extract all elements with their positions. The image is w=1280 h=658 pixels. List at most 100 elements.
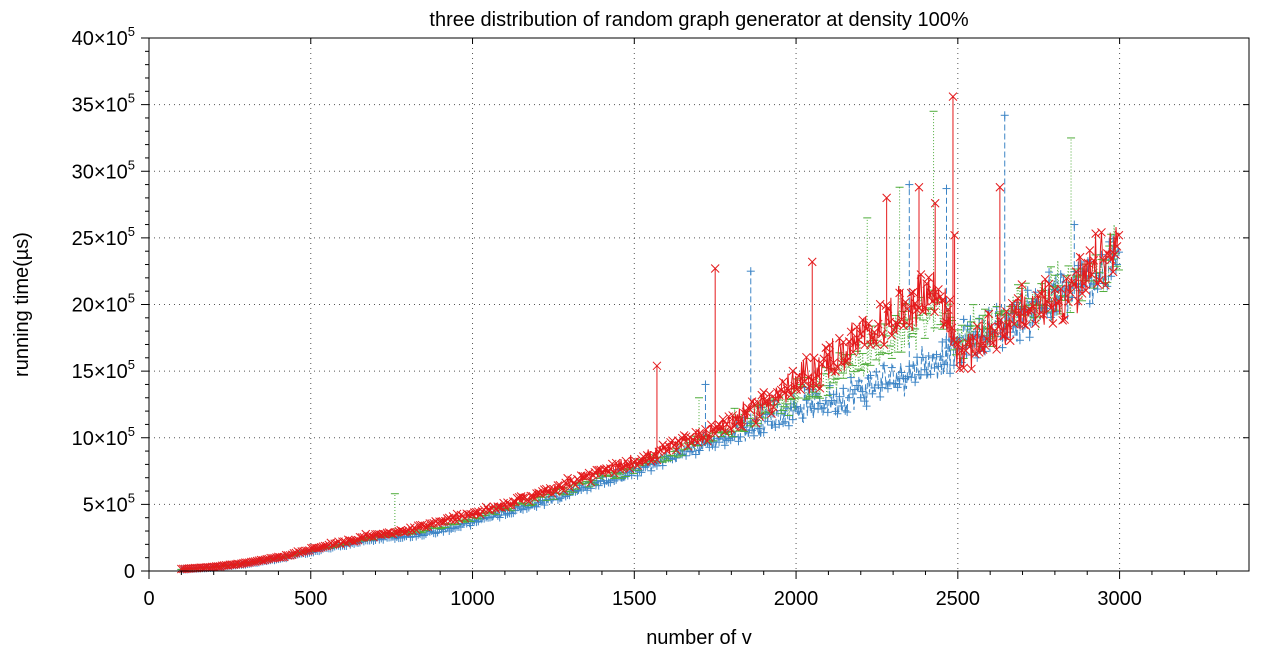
x-marker: [817, 359, 827, 369]
x-marker: [995, 182, 1005, 192]
x-marker: [807, 257, 817, 267]
x-marker: [734, 417, 743, 426]
x-marker: [691, 427, 701, 437]
x-marker: [974, 348, 984, 357]
x-marker: [563, 473, 573, 483]
x-marker: [862, 324, 871, 333]
x-marker: [996, 315, 1005, 325]
series-line: [181, 238, 1120, 571]
x-marker: [1066, 288, 1075, 298]
x-marker: [283, 551, 293, 560]
x-marker: [965, 342, 974, 352]
x-marker: [998, 331, 1007, 341]
x-marker: [710, 429, 720, 439]
x-marker: [1079, 279, 1089, 289]
x-marker: [1110, 249, 1120, 259]
x-marker: [493, 502, 503, 511]
x-marker: [765, 389, 774, 399]
x-marker: [935, 292, 945, 301]
x-marker: [545, 483, 555, 493]
x-marker: [592, 465, 602, 475]
x-marker: [1071, 267, 1081, 276]
x-marker: [623, 459, 633, 469]
x-marker: [706, 420, 716, 430]
x-marker: [986, 322, 996, 332]
x-marker: [941, 317, 951, 326]
x-marker: [904, 320, 914, 330]
x-marker: [889, 325, 899, 335]
x-marker: [1081, 286, 1091, 295]
x-marker: [1044, 279, 1054, 289]
x-marker: [318, 542, 328, 551]
x-marker: [1001, 307, 1011, 316]
x-marker: [879, 340, 889, 350]
x-marker: [720, 427, 730, 437]
x-marker: [231, 560, 241, 569]
x-marker: [939, 319, 949, 329]
x-marker: [745, 405, 755, 415]
x-marker: [301, 546, 310, 556]
x-marker: [825, 340, 835, 350]
x-marker: [848, 347, 858, 357]
x-marker: [1007, 298, 1017, 308]
x-marker: [411, 525, 421, 535]
y-tick-label: 5×105: [83, 490, 135, 516]
x-marker: [1003, 320, 1013, 330]
x-marker: [1027, 306, 1036, 316]
x-marker: [586, 477, 596, 487]
x-marker: [266, 553, 276, 563]
x-marker: [852, 322, 862, 332]
y-tick-label: 10×105: [72, 424, 135, 450]
x-marker: [178, 564, 188, 574]
x-marker: [930, 307, 939, 317]
x-marker: [980, 341, 990, 350]
x-marker: [1100, 280, 1110, 290]
x-marker: [561, 478, 571, 488]
x-marker: [208, 562, 217, 572]
y-tick-label: 15×105: [72, 357, 135, 383]
x-marker: [963, 338, 972, 348]
x-marker: [373, 529, 382, 539]
x-marker: [827, 366, 837, 376]
x-marker: [959, 363, 969, 373]
x-marker: [1058, 316, 1068, 325]
x-marker: [932, 294, 941, 304]
x-marker: [1062, 274, 1071, 284]
x-marker: [602, 464, 611, 473]
x-marker: [473, 507, 483, 517]
x-marker: [968, 333, 978, 342]
x-marker: [908, 287, 918, 297]
x-marker: [180, 564, 190, 574]
x-marker: [873, 319, 883, 329]
x-marker: [803, 372, 813, 382]
x-marker: [1106, 255, 1116, 265]
x-marker: [204, 562, 213, 572]
x-marker: [953, 339, 963, 349]
x-marker: [868, 333, 877, 342]
x-marker: [1087, 270, 1097, 280]
x-marker: [406, 523, 415, 533]
x-marker: [887, 330, 897, 340]
x-marker: [772, 387, 782, 397]
x-marker: [811, 381, 821, 391]
x-axis-label: number of v: [646, 627, 752, 649]
x-marker: [875, 299, 885, 309]
x-marker: [246, 557, 256, 567]
x-marker: [788, 366, 798, 376]
x-marker: [846, 327, 856, 337]
x-marker: [303, 546, 312, 556]
x-marker: [419, 521, 429, 531]
x-marker: [574, 476, 584, 486]
x-marker: [671, 445, 681, 455]
x-marker: [272, 553, 281, 562]
x-marker: [1064, 297, 1073, 307]
x-marker: [722, 419, 732, 429]
x-marker: [1048, 319, 1058, 328]
x-marker: [728, 411, 738, 420]
x-marker: [227, 560, 237, 569]
x-marker: [776, 385, 786, 395]
x-marker: [425, 519, 435, 528]
x-marker: [916, 270, 926, 279]
x-marker: [994, 322, 1003, 332]
x-marker: [363, 531, 373, 541]
